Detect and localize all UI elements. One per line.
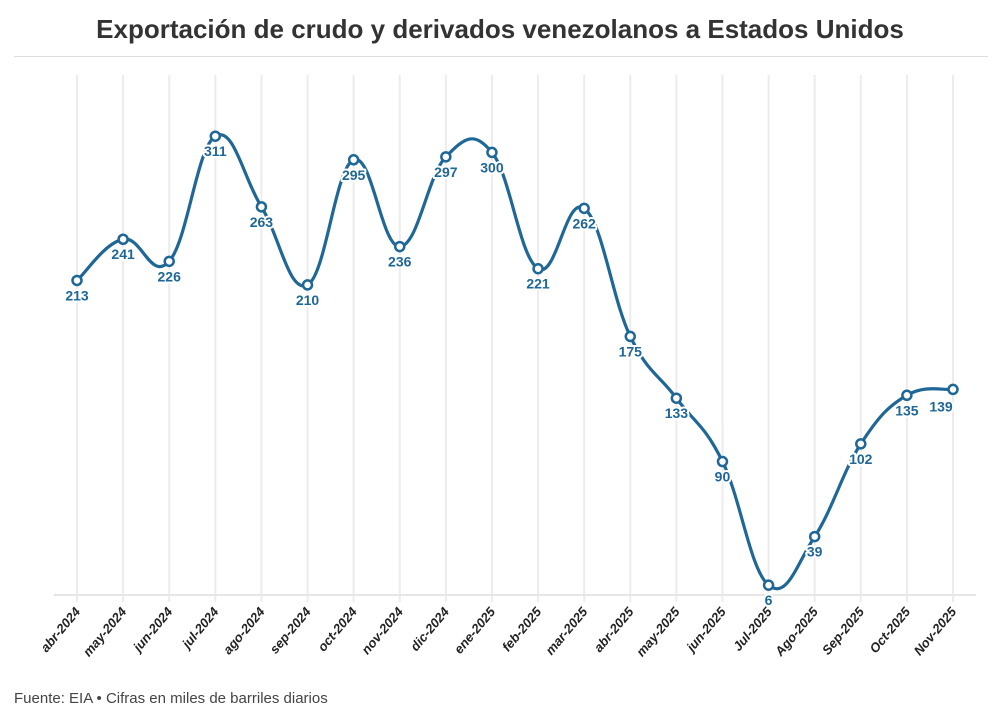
data-label: 300	[480, 159, 504, 175]
data-point	[901, 389, 913, 402]
chart-title: Exportación de crudo y derivados venezol…	[96, 14, 904, 44]
data-point	[393, 240, 406, 253]
x-tick-label: abr-2025	[591, 604, 637, 655]
data-point	[578, 202, 590, 215]
data-label: 139	[929, 398, 953, 414]
data-label: 90	[715, 469, 731, 485]
data-label: 6	[765, 592, 773, 608]
x-tick-label: may-2024	[80, 604, 130, 660]
title-divider	[14, 56, 988, 57]
x-tick-label: Oct-2025	[866, 604, 913, 656]
data-point	[209, 130, 222, 142]
x-tick-label: jun-2025	[682, 604, 729, 656]
data-label: 213	[65, 287, 89, 303]
x-tick-label: jul-2024	[178, 604, 222, 653]
data-point	[301, 279, 314, 291]
data-label: 210	[296, 292, 320, 308]
data-label: 262	[572, 215, 596, 231]
x-tick-label: Jul-2025	[730, 604, 775, 654]
x-tick-label: jun-2024	[129, 604, 176, 656]
data-label: 241	[111, 246, 135, 262]
data-label: 295	[342, 167, 366, 183]
x-tick-label: sep-2024	[267, 604, 315, 657]
x-tick-label: dic-2024	[407, 604, 452, 654]
data-label: 135	[895, 402, 919, 418]
data-label: 39	[807, 544, 823, 560]
data-point	[71, 274, 83, 287]
data-label: 133	[665, 405, 689, 421]
data-label: 297	[434, 164, 458, 180]
data-point	[716, 455, 729, 468]
data-point	[624, 330, 637, 343]
data-point	[808, 530, 821, 543]
data-label: 226	[158, 268, 182, 284]
x-tick-label: oct-2024	[315, 604, 361, 655]
x-tick-label: mar-2025	[542, 604, 591, 658]
x-tick-label: Sep-2025	[819, 604, 868, 658]
data-label: 102	[849, 451, 873, 467]
series-line	[75, 133, 954, 591]
data-point	[532, 262, 544, 275]
x-tick-label: Ago-2025	[771, 604, 821, 660]
x-tick-label: ago-2024	[220, 604, 268, 657]
data-point	[440, 151, 452, 163]
data-label: 221	[526, 276, 550, 292]
data-label: 236	[388, 254, 412, 270]
data-point	[117, 233, 129, 245]
x-tick-label: ene-2025	[451, 604, 499, 657]
data-point	[670, 392, 683, 404]
source-note: Fuente: EIA • Cifras en miles de barrile…	[14, 690, 328, 707]
data-label: 311	[204, 143, 227, 159]
data-point	[347, 154, 360, 166]
data-point	[163, 255, 175, 268]
data-point	[947, 383, 959, 396]
x-tick-label: may-2025	[633, 604, 683, 660]
x-tick-label: Nov-2025	[911, 604, 960, 659]
data-point	[855, 438, 867, 450]
data-point	[255, 201, 268, 213]
x-tick-label: feb-2025	[499, 604, 545, 655]
data-point	[486, 146, 498, 159]
data-label: 263	[250, 214, 274, 230]
x-tick-label: abr-2024	[37, 604, 83, 655]
x-tick-label: nov-2024	[358, 604, 406, 657]
data-point	[762, 579, 775, 591]
data-label: 175	[619, 343, 643, 359]
